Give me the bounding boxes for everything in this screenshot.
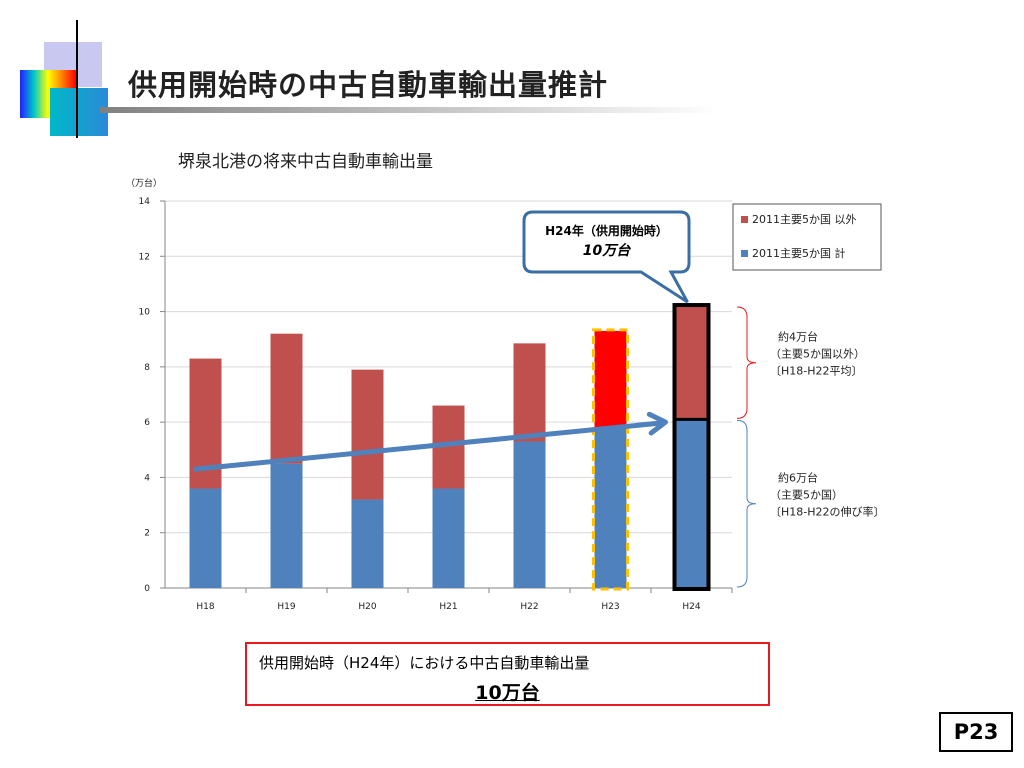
x-tick-labels: H18 H19 H20 H21 H22 H23 H24 bbox=[196, 588, 733, 612]
y-tick-label: 6 bbox=[144, 418, 150, 428]
callout-bubble bbox=[522, 210, 691, 304]
x-tick-label: H22 bbox=[520, 602, 538, 612]
title-underline bbox=[100, 107, 720, 113]
x-tick-label: H21 bbox=[439, 602, 457, 612]
bars bbox=[189, 303, 711, 591]
legend-label: 2011主要5か国 以外 bbox=[752, 213, 857, 226]
bar-series-2 bbox=[594, 330, 627, 428]
y-tick-label: 2 bbox=[144, 529, 150, 539]
y-tick-label: 4 bbox=[144, 473, 150, 483]
y-tick-label: 12 bbox=[139, 252, 150, 262]
bar-series-1 bbox=[270, 463, 303, 588]
legend-swatch bbox=[741, 216, 748, 223]
chart-title: 堺泉北港の将来中古自動車輸出量 bbox=[178, 152, 433, 172]
y-tick-label: 14 bbox=[139, 197, 151, 207]
annotations: 約4万台 （主要5か国以外） 〔H18-H22平均〕約6万台 （主要5か国） 〔H18-… bbox=[736, 306, 885, 588]
bar-series-2 bbox=[513, 343, 546, 442]
summary-box: 供用開始時（H24年）における中古自動車輸出量 10万台 bbox=[245, 642, 770, 706]
bar-highlight-outline bbox=[592, 328, 629, 591]
x-tick-label: H19 bbox=[277, 602, 295, 612]
bar-series-1 bbox=[432, 488, 465, 588]
legend-label: 2011主要5か国 計 bbox=[752, 246, 846, 260]
bar-series-1 bbox=[351, 499, 384, 588]
bar-series-2 bbox=[675, 306, 708, 420]
bar-series-2 bbox=[351, 369, 384, 500]
x-tick-label: H20 bbox=[358, 602, 376, 612]
bar-series-1 bbox=[675, 419, 708, 588]
annotation-brace bbox=[736, 419, 757, 588]
bar-series-1 bbox=[594, 427, 627, 588]
deco-block-cyan bbox=[50, 88, 108, 136]
legend-box bbox=[732, 203, 882, 271]
annotation-line: 約4万台 bbox=[778, 330, 818, 344]
y-axis-unit: （万台） bbox=[126, 177, 162, 189]
slide-title: 供用開始時の中古自動車輸出量推計 bbox=[128, 68, 609, 102]
page-number: P23 bbox=[939, 712, 1013, 752]
x-tick-label: H24 bbox=[682, 602, 700, 612]
legend: 2011主要5か国 以外 2011主要5か国 計 bbox=[732, 203, 882, 271]
annotation-line: （主要5か国） bbox=[770, 489, 843, 502]
bar-highlight-outline bbox=[672, 303, 711, 591]
bar-series-1 bbox=[189, 488, 222, 588]
bar-series-2 bbox=[270, 333, 303, 464]
callout-line-2: 10万台 bbox=[583, 242, 631, 259]
summary-value: 10万台 bbox=[475, 682, 540, 704]
annotation-line: 〔H18-H22平均〕 bbox=[770, 365, 863, 378]
annotation-line: 約6万台 bbox=[778, 471, 818, 485]
annotation-line: （主要5か国以外） bbox=[770, 348, 865, 361]
annotation-brace bbox=[736, 306, 757, 419]
bar-series-1 bbox=[513, 441, 546, 588]
callout: H24年（供用開始時） 10万台 bbox=[522, 210, 691, 304]
x-tick-label: H18 bbox=[196, 602, 214, 612]
deco-line-vertical bbox=[76, 20, 78, 138]
y-tick-label: 8 bbox=[144, 363, 150, 373]
trend-arrow-head bbox=[646, 411, 668, 436]
x-tick-label: H23 bbox=[601, 602, 619, 612]
callout-line-1: H24年（供用開始時） bbox=[545, 223, 668, 238]
annotation-line: 〔H18-H22の伸び率〕 bbox=[770, 505, 885, 519]
trend-arrow-shaft bbox=[193, 420, 662, 472]
y-tick-label: 0 bbox=[144, 584, 150, 594]
summary-text: 供用開始時（H24年）における中古自動車輸出量 bbox=[259, 654, 590, 672]
y-tick-label: 10 bbox=[139, 308, 151, 318]
y-tick-labels: 0 2 4 6 8 10 12 14 bbox=[139, 197, 151, 594]
legend-swatch bbox=[741, 250, 748, 257]
